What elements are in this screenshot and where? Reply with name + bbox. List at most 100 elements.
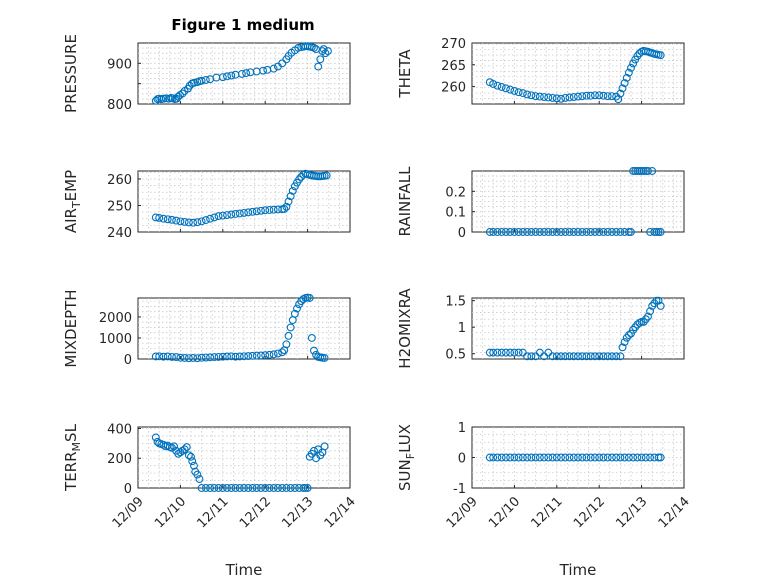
theta-data-point xyxy=(489,80,498,88)
terr-msl-ylabel: TERRMSL xyxy=(62,423,83,492)
rainfall-data-point xyxy=(523,228,532,236)
sun-flux-data-point xyxy=(485,453,494,462)
h2omixra-data-point xyxy=(648,302,657,310)
theta-data-point xyxy=(497,83,506,91)
pressure-ytick-label: 900 xyxy=(107,57,132,72)
h2omixra-data-point xyxy=(650,299,659,308)
air-temp-data-point xyxy=(322,171,331,180)
sun-flux-data-point xyxy=(493,453,502,462)
sun-flux-data-point xyxy=(629,453,638,462)
mixdepth-data-point xyxy=(240,352,248,361)
rainfall-data-point xyxy=(548,228,557,236)
air-temp-data-point xyxy=(261,206,270,215)
sun-flux-data-point xyxy=(603,453,612,462)
terr-msl-ytick-label: 200 xyxy=(107,452,132,467)
mixdepth-data-point xyxy=(269,350,278,359)
rainfall-data-point xyxy=(607,228,616,236)
rainfall-data-point xyxy=(489,228,498,236)
h2omixra-data-point xyxy=(586,352,595,361)
h2omixra-data-point xyxy=(644,312,652,321)
sun-flux-data-point xyxy=(574,453,582,462)
h2omixra-data-point xyxy=(497,348,506,357)
terr-msl-ytick-label: 400 xyxy=(107,422,132,437)
mixdepth-data-point xyxy=(290,309,299,318)
mixdepth-data-point xyxy=(307,334,316,342)
rainfall-data-point xyxy=(639,167,648,175)
sun-flux-data-point xyxy=(561,453,570,462)
rainfall-data-point xyxy=(540,228,549,236)
air-temp-ylabel: AIRTEMP xyxy=(62,170,83,233)
sun-flux-data-point xyxy=(612,453,621,462)
h2omixra-ytick-label: 1 xyxy=(458,321,466,336)
theta-data-point xyxy=(607,92,616,101)
rainfall-data-point xyxy=(514,228,523,236)
air-temp-data-point xyxy=(280,204,289,213)
sun-flux-data-point xyxy=(616,453,625,462)
theta-data-point xyxy=(603,92,612,101)
mixdepth-data-point xyxy=(201,353,210,362)
air-temp-data-point xyxy=(286,192,295,201)
air-temp-data-point xyxy=(284,197,293,206)
terr-msl-data-point xyxy=(193,470,202,479)
h2omixra-data-point xyxy=(599,352,608,361)
mixdepth-data-point xyxy=(214,352,223,361)
subplot-pressure: 800 900 PRESSURE xyxy=(62,34,351,113)
mixdepth-ylabel: MIXDEPTH xyxy=(62,289,80,367)
terr-msl-data-point xyxy=(188,457,197,466)
terr-msl-xtick-label: 12/09 xyxy=(110,494,147,531)
theta-ytick-label: 265 xyxy=(441,59,466,74)
rainfall-data-point xyxy=(656,228,665,236)
h2omixra-data-point xyxy=(631,323,640,332)
h2omixra-data-point xyxy=(603,352,612,361)
air-temp-data-point xyxy=(288,186,297,195)
sun-flux-xtick-label: 12/14 xyxy=(656,494,693,531)
terr-msl-data-point xyxy=(290,484,299,492)
rainfall-data-point xyxy=(652,228,661,236)
rainfall-data-point xyxy=(493,228,502,236)
terr-msl-xlabel: Time xyxy=(225,561,263,579)
h2omixra-data-point xyxy=(629,325,638,334)
terr-msl-xtick-label: 12/10 xyxy=(152,494,189,531)
rainfall-data-point xyxy=(644,167,652,175)
rainfall-data-point xyxy=(510,228,519,236)
h2omixra-data-point xyxy=(523,352,532,361)
air-temp-data-point xyxy=(248,207,257,216)
mixdepth-data-point xyxy=(163,352,172,361)
rainfall-data-point xyxy=(648,167,657,175)
rainfall-data-point xyxy=(561,228,570,236)
air-temp-data-point xyxy=(218,211,227,220)
theta-data-point xyxy=(629,59,638,68)
h2omixra-data-point xyxy=(616,352,625,361)
mixdepth-data-point xyxy=(193,354,202,363)
theta-data-point xyxy=(656,51,665,60)
terr-msl-data-point xyxy=(180,445,189,454)
terr-msl-xtick-label: 12/11 xyxy=(195,494,232,531)
h2omixra-data-point xyxy=(591,352,599,361)
theta-data-point xyxy=(622,73,631,82)
sun-flux-data-point xyxy=(557,453,565,462)
h2omixra-data-point xyxy=(485,348,494,357)
terr-msl-data-point xyxy=(257,484,265,492)
rainfall-data-point xyxy=(574,228,582,236)
h2omixra-data-point xyxy=(612,352,621,361)
theta-data-point xyxy=(565,93,574,102)
rainfall-data-point xyxy=(586,228,595,236)
air-temp-data-point xyxy=(172,216,181,225)
theta-data-point xyxy=(523,90,532,99)
rainfall-data-point xyxy=(591,228,599,236)
rainfall-data-point xyxy=(501,228,510,236)
theta-data-point xyxy=(574,92,582,101)
pressure-ylabel: PRESSURE xyxy=(62,34,80,113)
sun-flux-data-point xyxy=(620,453,629,462)
terr-msl-data-point xyxy=(244,484,253,492)
mixdepth-data-point xyxy=(176,353,185,362)
terr-msl-data-point xyxy=(187,452,195,461)
theta-ytick-label: 260 xyxy=(441,81,466,96)
rainfall-data-point xyxy=(599,228,608,236)
theta-data-point xyxy=(510,86,519,95)
sun-flux-data-point xyxy=(531,453,540,462)
pressure-data-point xyxy=(269,64,278,73)
rainfall-data-point xyxy=(552,228,561,236)
air-temp-data-point xyxy=(252,207,261,216)
mixdepth-data-point xyxy=(223,352,231,361)
